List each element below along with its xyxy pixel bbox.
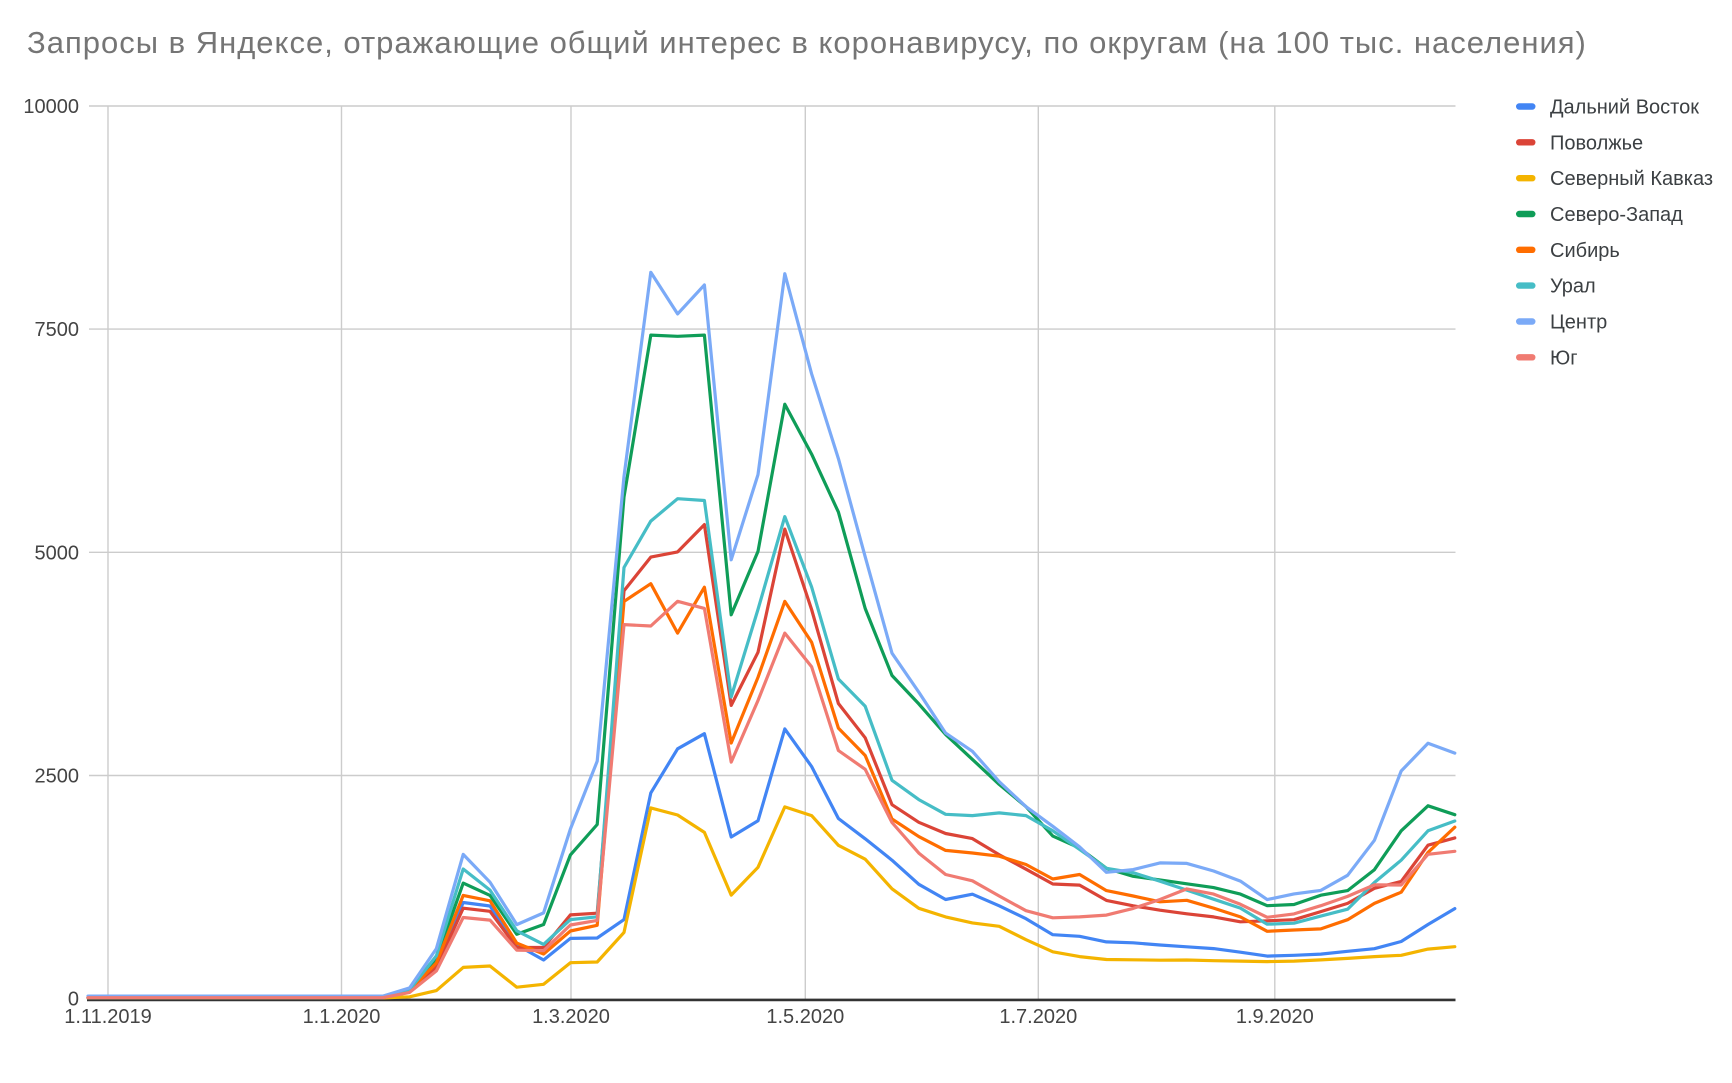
svg-text:Центр: Центр	[1550, 312, 1607, 334]
svg-text:2500: 2500	[35, 766, 80, 788]
svg-text:Сибирь: Сибирь	[1550, 240, 1620, 262]
svg-text:Дальний Восток: Дальний Восток	[1550, 97, 1699, 119]
svg-text:10000: 10000	[23, 96, 79, 118]
svg-text:1.9.2020: 1.9.2020	[1236, 1006, 1314, 1028]
svg-text:5000: 5000	[35, 542, 80, 564]
svg-text:1.3.2020: 1.3.2020	[532, 1006, 610, 1028]
svg-text:Северный Кавказ: Северный Кавказ	[1550, 168, 1713, 190]
svg-text:1.11.2019: 1.11.2019	[64, 1006, 152, 1028]
svg-text:0: 0	[68, 989, 79, 1011]
svg-text:7500: 7500	[35, 319, 80, 341]
svg-text:1.1.2020: 1.1.2020	[303, 1006, 381, 1028]
svg-text:Юг: Юг	[1550, 347, 1578, 369]
svg-text:Урал: Урал	[1550, 276, 1596, 298]
svg-text:1.5.2020: 1.5.2020	[766, 1006, 844, 1028]
svg-text:Поволжье: Поволжье	[1550, 132, 1643, 154]
svg-text:1.7.2020: 1.7.2020	[999, 1006, 1077, 1028]
svg-text:Северо-Запад: Северо-Запад	[1550, 204, 1683, 226]
svg-text:Запросы в Яндексе, отражающие: Запросы в Яндексе, отражающие общий инте…	[27, 25, 1587, 60]
